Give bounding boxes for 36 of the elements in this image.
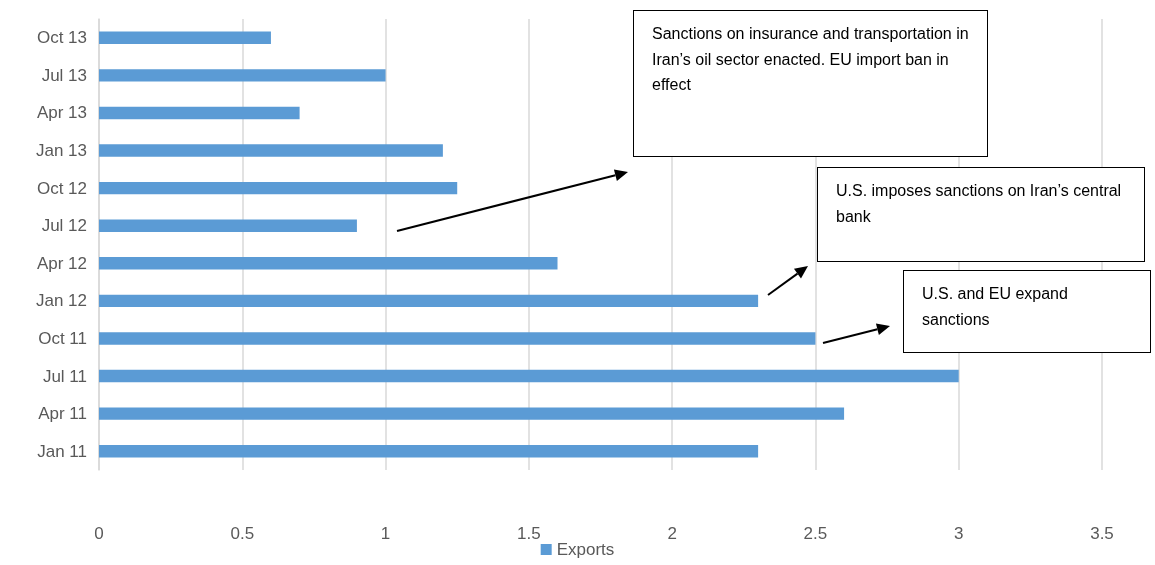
y-tick-label: Apr 13 [36, 103, 87, 123]
bar [99, 31, 271, 44]
legend-label: Exports [556, 540, 615, 559]
x-tick-label: 2.5 [803, 524, 828, 543]
y-tick-label: Jan 12 [35, 291, 87, 311]
x-tick-label: 2 [667, 524, 677, 543]
x-tick-label: 3.5 [1090, 524, 1114, 543]
callout-box: U.S. imposes sanctions on Iran’s central bank [817, 167, 1145, 262]
bar [99, 106, 300, 120]
bar [99, 332, 816, 345]
bar [99, 407, 845, 420]
bar [99, 294, 759, 308]
y-tick-label: Jan 11 [37, 441, 87, 461]
y-tick-label: Jul 11 [42, 366, 87, 386]
x-tick-label: 0.5 [230, 524, 255, 543]
y-tick-label: Oct 11 [38, 328, 87, 348]
y-tick-label: Oct 12 [36, 178, 87, 198]
bar [99, 69, 386, 82]
callout-box: Sanctions on insurance and transportation in Iran’s oil sector enacted. EU import ban in effect [633, 10, 988, 157]
callout-box: U.S. and EU expand sanctions [903, 270, 1151, 353]
y-tick-label: Apr 12 [36, 253, 87, 273]
x-tick-label: 1 [380, 524, 391, 543]
y-tick-label: Apr 11 [38, 404, 87, 424]
bar [99, 144, 443, 157]
bar [99, 369, 959, 383]
y-tick-label: Oct 13 [36, 28, 87, 48]
y-tick-label: Jul 13 [41, 65, 87, 85]
bar [99, 257, 558, 270]
bar [99, 445, 759, 458]
y-tick-label: Jul 12 [41, 216, 87, 236]
x-tick-label: 0 [94, 524, 104, 543]
y-tick-label: Jan 13 [35, 141, 87, 161]
bar [99, 219, 357, 232]
x-tick-label: 3 [953, 524, 964, 543]
bar [99, 181, 458, 195]
x-tick-label: 1.5 [517, 524, 541, 543]
